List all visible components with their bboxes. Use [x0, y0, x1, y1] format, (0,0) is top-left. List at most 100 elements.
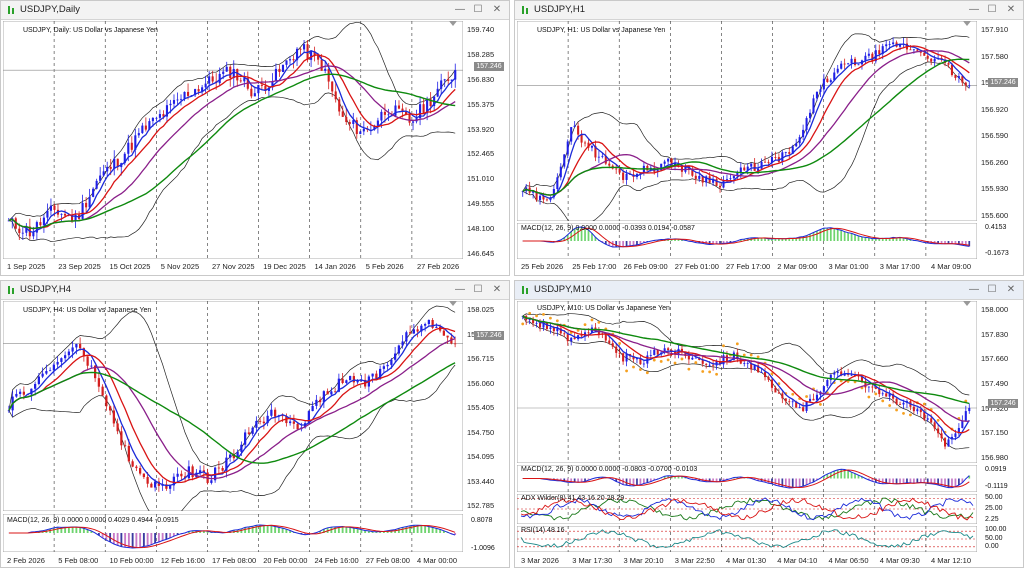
candle-body — [864, 55, 867, 61]
maximize-icon[interactable]: ☐ — [987, 4, 997, 15]
ma-mid-line — [8, 327, 456, 484]
candle-body — [379, 368, 382, 379]
candle-body — [642, 165, 645, 174]
chart-window-h4[interactable]: USDJPY,H4 — ☐ ✕ USDJPY, H4: US Dollar vs… — [0, 280, 510, 568]
maximize-icon[interactable]: ☐ — [473, 284, 483, 295]
candle-body — [262, 421, 265, 424]
plot-frame — [3, 21, 463, 259]
candle-body — [961, 420, 964, 428]
candle-body — [127, 445, 130, 462]
psar-dot — [583, 323, 587, 327]
candle-body — [112, 410, 115, 424]
candle-body — [394, 105, 397, 116]
minimize-icon[interactable]: — — [455, 4, 465, 15]
candle-body — [770, 379, 773, 388]
price-chart[interactable] — [517, 21, 977, 221]
candle-body — [746, 166, 749, 171]
chart-shift-marker — [963, 301, 971, 306]
candle-body — [881, 46, 884, 55]
time-axis-tick: 2 Mar 09:00 — [777, 262, 818, 271]
candle-body — [649, 355, 652, 356]
window-titlebar[interactable]: USDJPY,Daily — ☐ ✕ — [1, 1, 509, 20]
macd-panel[interactable] — [517, 465, 977, 492]
close-icon[interactable]: ✕ — [1006, 4, 1016, 15]
candle-body — [7, 220, 10, 222]
chart-window-m10[interactable]: USDJPY,M10 — ☐ ✕ USDJPY, M10: US Dollar … — [514, 280, 1024, 568]
time-axis-tick: 27 Feb 2026 — [417, 262, 460, 271]
candle-body — [154, 481, 157, 488]
candle-body — [684, 165, 687, 172]
time-axis: 3 Mar 2026 3 Mar 17:30 3 Mar 20:10 3 Mar 22… — [517, 556, 975, 567]
ma-long-line — [522, 58, 970, 196]
candle-body — [259, 420, 262, 422]
chart-window-h1[interactable]: USDJPY,H1 — ☐ ✕ USDJPY, H1: US Dollar vs… — [514, 0, 1024, 276]
candle-body — [362, 128, 365, 132]
macd-canvas[interactable] — [517, 465, 977, 492]
candle-body — [25, 226, 28, 233]
candle-body — [288, 59, 292, 61]
candle-body — [573, 125, 576, 128]
price-chart-canvas[interactable] — [517, 21, 977, 221]
candle-body — [292, 59, 295, 61]
price-chart-canvas[interactable] — [3, 21, 463, 259]
rsi-label: RSI(14) 48.16 — [521, 527, 565, 534]
macd-panel[interactable] — [517, 223, 977, 259]
psar-dot — [652, 358, 656, 362]
price-axis-tick: 155.600 — [981, 211, 1009, 220]
rsi-canvas[interactable] — [517, 526, 977, 552]
candle-body — [774, 387, 777, 393]
minimize-icon[interactable]: — — [969, 284, 979, 295]
candle-body — [584, 142, 587, 144]
time-axis-tick: 1 Sep 2025 — [7, 262, 46, 271]
window-titlebar[interactable]: USDJPY,H4 — ☐ ✕ — [1, 281, 509, 300]
candle-body — [424, 324, 427, 326]
minimize-icon[interactable]: — — [455, 284, 465, 295]
close-icon[interactable]: ✕ — [1006, 284, 1016, 295]
candle-body — [204, 83, 207, 88]
candle-body — [281, 415, 284, 417]
plot-frame — [517, 301, 977, 463]
adx-mid-value: 25.00 — [985, 505, 1003, 512]
chart-shift-marker — [449, 21, 457, 26]
close-icon[interactable]: ✕ — [492, 284, 502, 295]
close-icon[interactable]: ✕ — [492, 4, 502, 15]
candle-body — [85, 202, 88, 208]
candle-body — [86, 356, 89, 366]
adx-canvas[interactable] — [517, 494, 977, 524]
macd-canvas[interactable] — [3, 514, 463, 552]
psar-dot — [805, 395, 808, 398]
candle-body — [148, 121, 151, 130]
candle-body — [632, 356, 635, 360]
candle-body — [197, 89, 200, 92]
maximize-icon[interactable]: ☐ — [473, 4, 483, 15]
psar-dot — [742, 353, 746, 357]
maximize-icon[interactable]: ☐ — [987, 284, 997, 295]
candle-body — [217, 467, 220, 469]
candle-body — [622, 353, 625, 362]
minimize-icon[interactable]: — — [969, 4, 979, 15]
candle-body — [257, 84, 260, 94]
price-axis-tick: 156.830 — [467, 74, 495, 84]
candle-body — [162, 114, 165, 117]
price-chart-canvas[interactable] — [517, 301, 977, 463]
price-chart[interactable] — [3, 301, 463, 511]
candle-body — [760, 161, 763, 169]
ma-long-line — [8, 73, 456, 230]
window-titlebar[interactable]: USDJPY,H1 — ☐ ✕ — [515, 1, 1023, 20]
rsi-panel[interactable] — [517, 526, 977, 552]
candle-body — [746, 363, 749, 364]
chart-window-daily[interactable]: USDJPY,Daily — ☐ ✕ USDJPY, Daily: US Dol… — [0, 0, 510, 276]
macd-canvas[interactable] — [517, 223, 977, 259]
window-titlebar[interactable]: USDJPY,M10 — ☐ ✕ — [515, 281, 1023, 300]
candle-body — [327, 68, 330, 82]
price-chart-canvas[interactable] — [3, 301, 463, 511]
price-chart[interactable] — [517, 301, 977, 463]
candle-body — [260, 84, 263, 86]
adx-panel[interactable] — [517, 494, 977, 524]
candle-body — [954, 433, 957, 437]
psar-dot — [687, 367, 691, 371]
candle-body — [53, 205, 56, 210]
macd-panel[interactable] — [3, 514, 463, 552]
candle-body — [729, 178, 732, 180]
price-chart[interactable] — [3, 21, 463, 259]
